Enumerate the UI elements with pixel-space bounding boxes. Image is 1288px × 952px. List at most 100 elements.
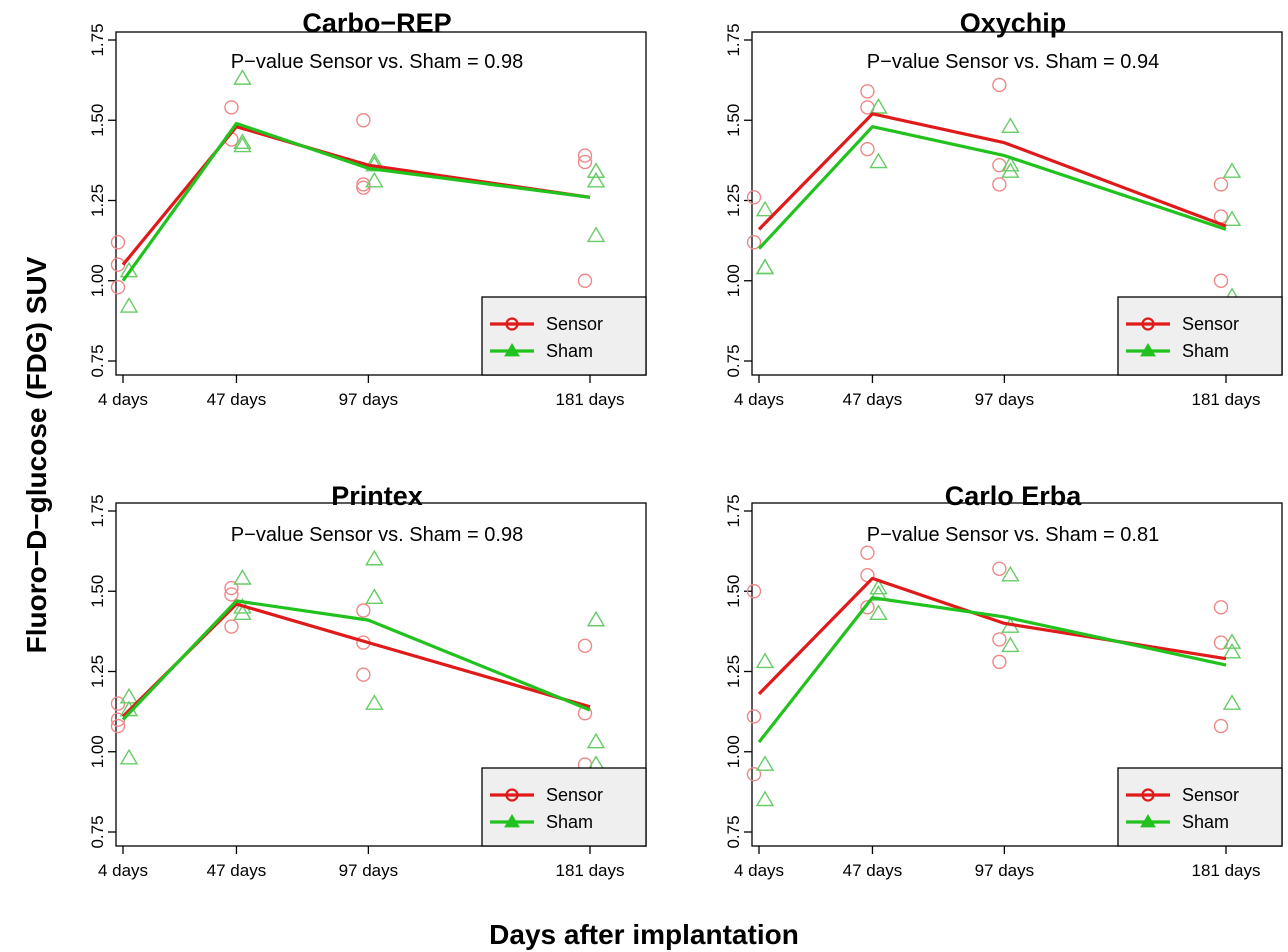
sensor-point (746, 767, 762, 782)
sensor-point (1213, 635, 1229, 650)
sham-point (233, 133, 252, 150)
legend-label-sham: Sham (1182, 812, 1229, 832)
sham-point (869, 578, 888, 595)
x-axis-label: Days after implantation (489, 919, 799, 950)
panel-title: Printex (331, 481, 423, 511)
x-tick-label: 47 days (207, 390, 267, 409)
sham-point (869, 98, 888, 114)
legend-label-sensor: Sensor (546, 785, 603, 805)
y-tick-label: 1.25 (88, 184, 107, 217)
legend-box (1117, 296, 1283, 376)
sensor-point (1213, 600, 1229, 615)
sham-point (586, 162, 606, 178)
x-tick-label: 97 days (339, 390, 399, 409)
sham-point (365, 694, 384, 710)
sensor-point (992, 654, 1007, 670)
sensor-point (224, 580, 239, 596)
sensor-point (1213, 718, 1229, 734)
y-tick-label: 1.50 (724, 104, 743, 137)
y-tick-label: 1.00 (88, 264, 107, 297)
sham-point (755, 258, 775, 275)
y-tick-label: 1.75 (88, 23, 107, 56)
panel-title: Oxychip (960, 8, 1067, 38)
sensor-point (577, 154, 593, 170)
y-tick-label: 0.75 (88, 344, 107, 377)
sensor-point (356, 180, 371, 195)
sensor-point (992, 632, 1007, 647)
sensor-point (110, 279, 126, 295)
sensor-mean-line (757, 576, 1227, 696)
sham-point (755, 258, 775, 275)
sham-point (1222, 633, 1242, 649)
sham-point (869, 604, 888, 621)
sensor-mean-line (121, 125, 591, 266)
sensor-point (1213, 273, 1229, 288)
sensor-point (746, 235, 762, 250)
plot-frame (115, 502, 647, 847)
sham-point (1222, 694, 1242, 710)
sham-mean-line (121, 599, 591, 721)
sham-point (586, 610, 606, 627)
sham-point (586, 171, 606, 188)
panel-subtitle: P−value Sensor vs. Sham = 0.94 (867, 51, 1159, 73)
sensor-point (992, 77, 1007, 93)
sham-mean-line (757, 125, 1227, 250)
legend-box (481, 296, 647, 376)
sensor-point (746, 190, 762, 205)
panel-3: Carlo Erba P−value Sensor vs. Sham = 0.81… (724, 481, 1283, 880)
panel-0: Carbo−REP P−value Sensor vs. Sham = 0.98 0… (88, 8, 647, 409)
legend-label-sensor: Sensor (1182, 785, 1239, 805)
panel-subtitle: P−value Sensor vs. Sham = 0.98 (231, 524, 523, 546)
plot-frame (115, 31, 647, 376)
sham-point (233, 69, 252, 85)
panel-title: Carlo Erba (945, 481, 1083, 511)
sensor-point (224, 619, 239, 634)
sham-point (233, 604, 252, 621)
x-tick-label: 47 days (843, 861, 903, 880)
x-tick-label: 47 days (207, 861, 267, 880)
x-tick-label: 181 days (1192, 390, 1261, 409)
legend-label-sham: Sham (546, 812, 593, 832)
x-tick-label: 4 days (734, 861, 784, 880)
panel-title: Carbo−REP (302, 8, 451, 38)
sensor-point (110, 257, 126, 272)
sham-mean-line (121, 121, 591, 282)
sham-point (1001, 155, 1020, 172)
y-tick-label: 1.00 (724, 735, 743, 768)
sham-point (1222, 162, 1242, 178)
sham-point (233, 569, 252, 585)
y-tick-label: 0.75 (724, 815, 743, 848)
sensor-point (110, 696, 126, 711)
sham-point (755, 652, 775, 669)
sham-point (586, 226, 606, 243)
x-tick-label: 181 days (556, 390, 625, 409)
y-tick-label: 0.75 (88, 815, 107, 848)
y-tick-label: 1.25 (724, 655, 743, 688)
sham-point (119, 297, 139, 313)
y-tick-label: 1.50 (88, 575, 107, 608)
sensor-legend-marker (505, 788, 519, 802)
y-tick-label: 1.00 (724, 264, 743, 297)
y-tick-label: 1.75 (724, 23, 743, 56)
sham-point (365, 588, 384, 604)
sham-point (755, 755, 775, 771)
sham-point (1001, 117, 1020, 133)
x-tick-label: 181 days (1192, 861, 1261, 880)
x-tick-label: 97 days (975, 390, 1035, 409)
legend-label-sham: Sham (546, 341, 593, 361)
y-axis-label: Fluoro−D−glucose (FDG) SUV (21, 256, 52, 653)
sensor-point (746, 584, 762, 599)
legend-label-sensor: Sensor (1182, 314, 1239, 334)
sham-point (586, 732, 606, 749)
sensor-point (860, 84, 875, 99)
y-tick-label: 0.75 (724, 344, 743, 377)
sham-legend-marker (1140, 343, 1156, 357)
x-tick-label: 97 days (975, 861, 1035, 880)
y-tick-label: 1.50 (88, 104, 107, 137)
y-tick-label: 1.50 (724, 575, 743, 608)
sensor-point (224, 100, 239, 115)
panel-2: Printex P−value Sensor vs. Sham = 0.98 0.7… (88, 481, 647, 880)
sham-point (365, 171, 384, 188)
x-tick-label: 4 days (734, 390, 784, 409)
